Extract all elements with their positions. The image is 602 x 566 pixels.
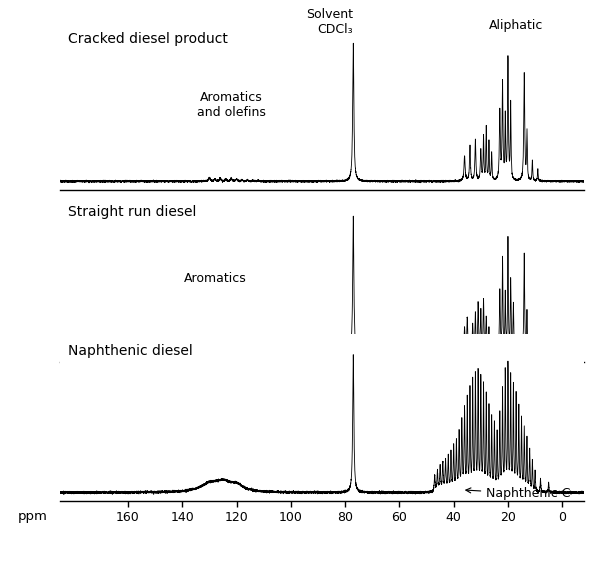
Text: Cracked diesel product: Cracked diesel product: [69, 32, 228, 46]
Text: Naphthenic diesel: Naphthenic diesel: [69, 344, 193, 358]
Text: Naphthenic C: Naphthenic C: [466, 487, 571, 500]
Text: Aliphatic: Aliphatic: [489, 19, 543, 32]
Text: Aromatics
and olefins: Aromatics and olefins: [197, 91, 265, 119]
Text: Solvent
CDCl₃: Solvent CDCl₃: [306, 8, 353, 36]
Text: Aromatics: Aromatics: [184, 272, 246, 285]
Text: ppm: ppm: [18, 510, 48, 522]
Text: Straight run diesel: Straight run diesel: [69, 205, 197, 219]
